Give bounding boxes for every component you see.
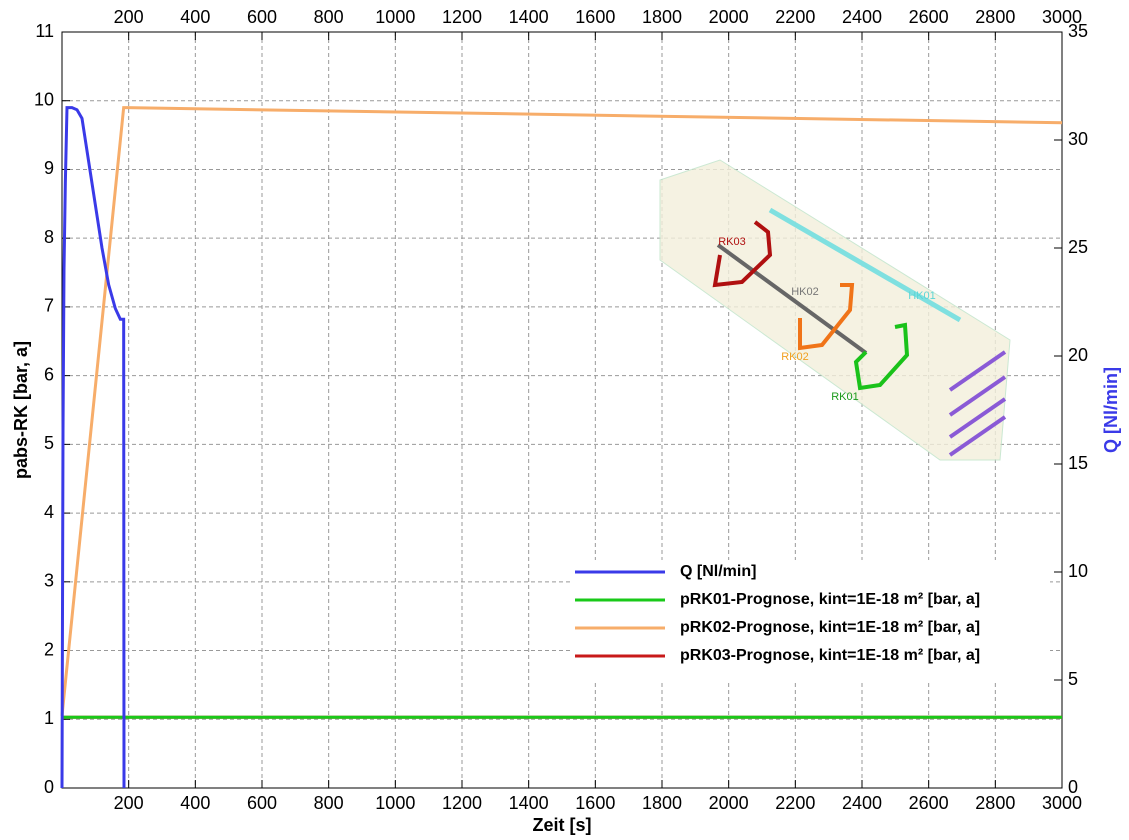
y2-tick-label: 0 bbox=[1068, 777, 1078, 797]
y-tick-label: 4 bbox=[44, 502, 54, 522]
y2-tick-label: 15 bbox=[1068, 453, 1088, 473]
y2-tick-label: 5 bbox=[1068, 669, 1078, 689]
x-tick-label-top: 2000 bbox=[709, 7, 749, 27]
x-tick-label-top: 2200 bbox=[775, 7, 815, 27]
y-tick-label: 1 bbox=[44, 708, 54, 728]
series-line bbox=[60, 106, 1063, 716]
y-tick-label: 3 bbox=[44, 571, 54, 591]
y-tick-label: 9 bbox=[44, 158, 54, 178]
y-tick-label: 6 bbox=[44, 364, 54, 384]
inset-label: HK02 bbox=[791, 286, 819, 298]
x-tick-label-top: 2400 bbox=[842, 7, 882, 27]
x-tick-label: 2400 bbox=[842, 793, 882, 813]
inset-label: RK02 bbox=[781, 351, 809, 363]
y2-tick-label: 20 bbox=[1068, 345, 1088, 365]
x-tick-label-top: 3000 bbox=[1042, 7, 1082, 27]
y-tick-label: 0 bbox=[44, 777, 54, 797]
legend-label: pRK02-Prognose, kint=1E-18 m² [bar, a] bbox=[680, 619, 980, 636]
x-tick-label-top: 600 bbox=[247, 7, 277, 27]
legend-label: pRK01-Prognose, kint=1E-18 m² [bar, a] bbox=[680, 591, 980, 608]
x-tick-label-top: 1200 bbox=[442, 7, 482, 27]
series-line bbox=[60, 106, 126, 789]
y-tick-label: 2 bbox=[44, 639, 54, 659]
x-tick-label-top: 1600 bbox=[575, 7, 615, 27]
x-tick-label: 2600 bbox=[909, 793, 949, 813]
x-tick-label-top: 800 bbox=[314, 7, 344, 27]
x-tick-label: 3000 bbox=[1042, 793, 1082, 813]
x-tick-label: 1200 bbox=[442, 793, 482, 813]
inset-label: RK01 bbox=[831, 391, 859, 403]
x-tick-label: 1600 bbox=[575, 793, 615, 813]
x-axis-label: Zeit [s] bbox=[532, 815, 591, 835]
x-tick-label: 1800 bbox=[642, 793, 682, 813]
legend-box bbox=[570, 560, 1050, 680]
legend-label: Q [Nl/min] bbox=[680, 563, 756, 580]
x-tick-label: 600 bbox=[247, 793, 277, 813]
x-tick-label-top: 2600 bbox=[909, 7, 949, 27]
x-tick-label-top: 200 bbox=[114, 7, 144, 27]
x-tick-label: 2000 bbox=[709, 793, 749, 813]
y-tick-label: 8 bbox=[44, 227, 54, 247]
inset-label: HK01 bbox=[908, 290, 936, 302]
x-tick-label-top: 2800 bbox=[975, 7, 1015, 27]
y2-tick-label: 10 bbox=[1068, 561, 1088, 581]
x-tick-label: 800 bbox=[314, 793, 344, 813]
x-tick-label-top: 1000 bbox=[375, 7, 415, 27]
x-tick-label: 400 bbox=[180, 793, 210, 813]
y2-tick-label: 25 bbox=[1068, 237, 1088, 257]
y2-axis-label: Q [Nl/min] bbox=[1101, 367, 1121, 453]
y-tick-label: 10 bbox=[34, 89, 54, 109]
x-tick-label: 2800 bbox=[975, 793, 1015, 813]
inset-label: RK03 bbox=[718, 236, 746, 248]
legend-label: pRK03-Prognose, kint=1E-18 m² [bar, a] bbox=[680, 647, 980, 664]
y2-tick-label: 35 bbox=[1068, 21, 1088, 41]
x-tick-label-top: 1400 bbox=[509, 7, 549, 27]
model-inset bbox=[659, 159, 1011, 461]
y-tick-label: 5 bbox=[44, 433, 54, 453]
x-tick-label: 1000 bbox=[375, 793, 415, 813]
y-axis-label: pabs-RK [bar, a] bbox=[11, 341, 31, 479]
y-tick-label: 11 bbox=[35, 21, 54, 41]
y2-tick-label: 30 bbox=[1068, 129, 1088, 149]
y-tick-label: 7 bbox=[44, 296, 54, 316]
x-tick-label: 200 bbox=[114, 793, 144, 813]
x-tick-label-top: 400 bbox=[180, 7, 210, 27]
x-tick-label: 1400 bbox=[509, 793, 549, 813]
x-tick-label: 2200 bbox=[775, 793, 815, 813]
x-tick-label-top: 1800 bbox=[642, 7, 682, 27]
